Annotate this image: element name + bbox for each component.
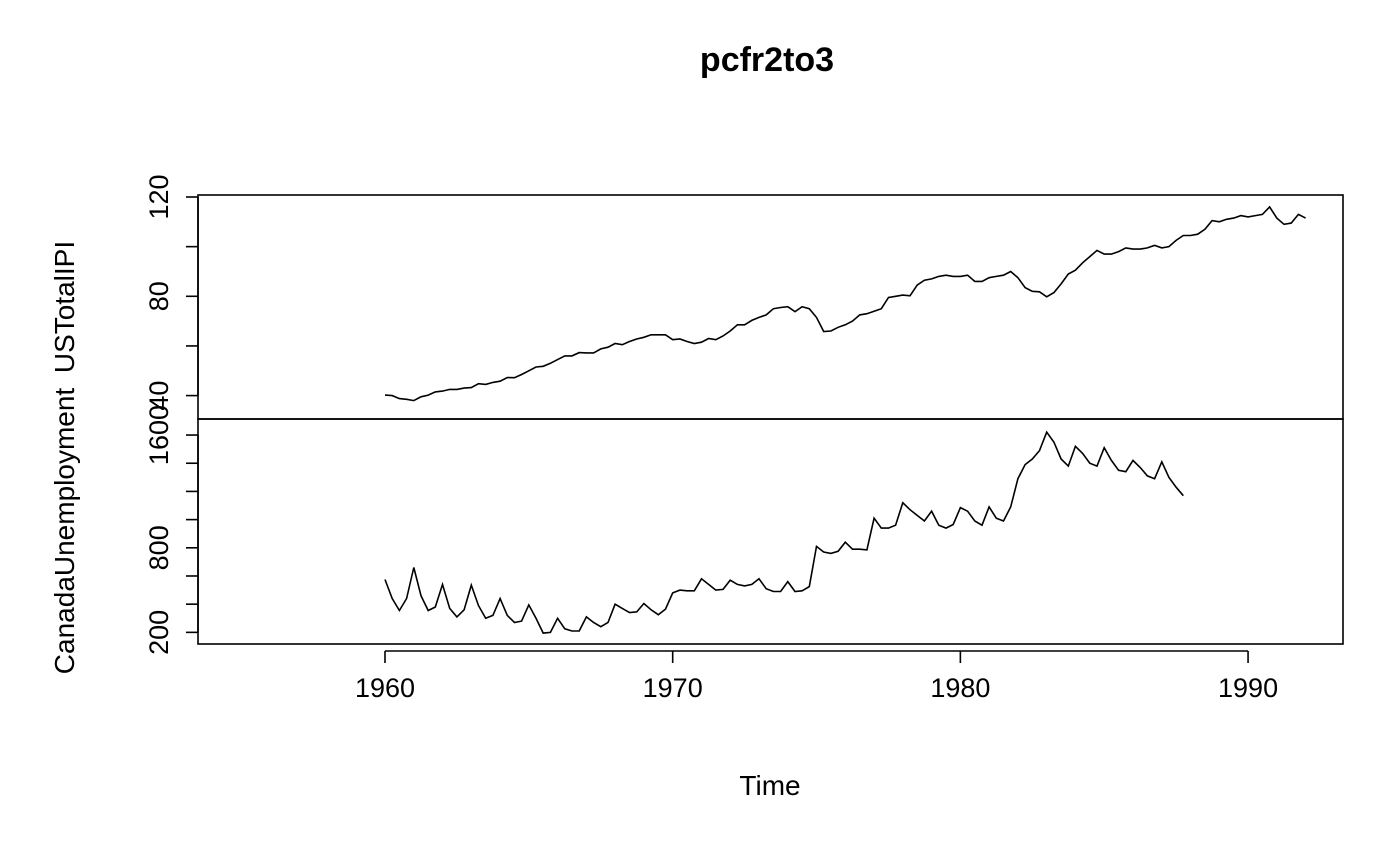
x-axis: 1960 1970 1980 1990 — [355, 650, 1278, 703]
top-panel-frame — [197, 194, 1344, 420]
x-tick-label: 1970 — [643, 673, 703, 703]
x-axis-label: Time — [739, 770, 800, 801]
x-tick-label: 1990 — [1218, 673, 1278, 703]
top-panel-ylabel: USTotalIPI — [49, 241, 80, 373]
y-tick-label: 80 — [144, 281, 174, 311]
bottom-panel-ylabel: CanadaUnemployment — [49, 388, 80, 675]
y-tick-label: 1600 — [144, 405, 174, 465]
top-panel-y-axis: 40 80 120 — [144, 174, 199, 411]
x-tick-label: 1960 — [355, 673, 415, 703]
y-tick-label: 200 — [144, 610, 174, 655]
chart-title: pcfr2to3 — [700, 41, 834, 79]
us-total-ipi-line — [384, 205, 1306, 402]
y-tick-label: 800 — [144, 525, 174, 570]
y-tick-label: 120 — [144, 174, 174, 219]
series-layer — [384, 205, 1306, 634]
x-tick-label: 1980 — [930, 673, 990, 703]
y-tick-label: 40 — [144, 381, 174, 411]
canada-unemployment-line — [384, 430, 1184, 634]
bottom-panel-frame — [197, 418, 1344, 645]
bottom-panel-y-axis: 200 800 1600 — [144, 405, 199, 655]
